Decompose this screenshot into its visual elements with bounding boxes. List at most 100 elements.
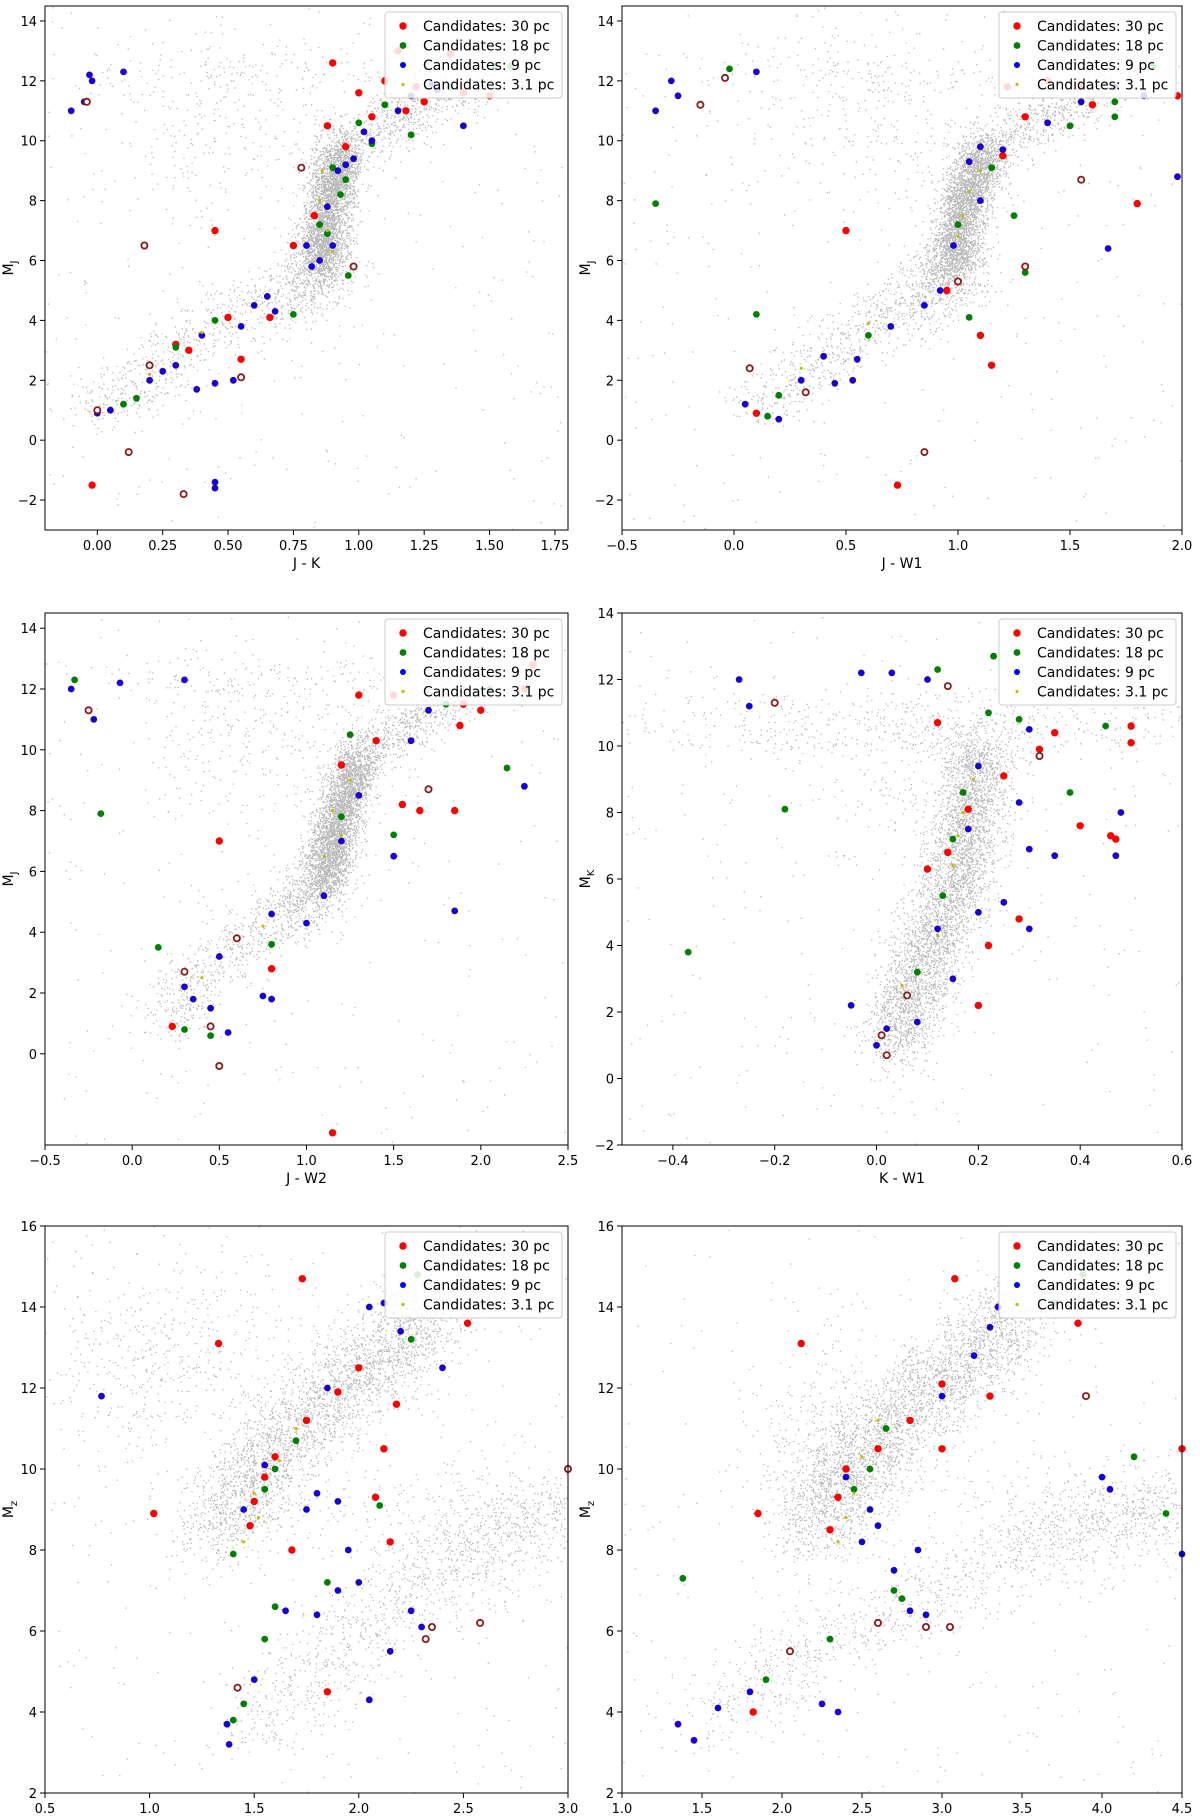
y-tick-label: 10	[597, 740, 614, 755]
highlighted-candidate-point	[903, 991, 912, 1000]
candidate-point	[342, 176, 350, 184]
candidate-point	[334, 1587, 342, 1594]
candidate-point	[1010, 212, 1018, 220]
x-tick-label: 1.5	[692, 1802, 713, 1816]
series-1	[749, 1275, 1186, 1716]
legend-marker	[401, 82, 405, 87]
candidate-point	[906, 1416, 914, 1425]
candidate-point	[913, 968, 921, 976]
candidate-point	[329, 242, 337, 249]
candidate-point	[277, 1459, 281, 1463]
candidate-point	[921, 301, 928, 309]
y-axis-label: MJ	[1, 871, 20, 886]
candidate-point	[883, 1025, 891, 1032]
x-tick-label: 0.75	[279, 539, 308, 554]
y-tick-label: 8	[606, 1544, 614, 1559]
candidate-point	[847, 1002, 855, 1009]
candidate-point	[964, 805, 972, 813]
candidate-point	[316, 221, 323, 229]
candidate-point	[873, 1041, 880, 1049]
x-tick-label: 1.25	[410, 539, 439, 554]
x-tick-label: 3.0	[558, 1802, 579, 1816]
candidate-point	[826, 1526, 834, 1534]
legend-marker	[1013, 42, 1021, 49]
candidate-point	[797, 1339, 805, 1348]
legend-box	[384, 618, 563, 706]
candidate-point	[1127, 739, 1135, 747]
legend-label: Candidates: 3.1 pc	[1037, 685, 1168, 701]
legend-label: Candidates: 3.1 pc	[1037, 1298, 1168, 1314]
candidate-point	[667, 77, 675, 85]
y-tick-label: 6	[606, 1625, 614, 1640]
candidate-point	[313, 1611, 321, 1619]
candidate-point	[322, 854, 326, 858]
candidate-point	[954, 221, 962, 229]
legend-label: Candidates: 9 pc	[1037, 1278, 1155, 1294]
candidate-point	[477, 706, 485, 714]
candidate-point	[831, 379, 839, 387]
candidate-point	[211, 317, 219, 324]
candidate-point	[985, 709, 992, 717]
candidate-point	[975, 762, 982, 770]
candidate-point	[964, 825, 972, 833]
series-1	[923, 719, 1135, 1010]
legend-label: Candidates: 18 pc	[423, 39, 550, 55]
candidate-point	[874, 1522, 882, 1530]
y-tick-label: 6	[29, 1625, 37, 1640]
candidate-point	[324, 230, 331, 238]
x-tick-label: 4.0	[1092, 1802, 1113, 1816]
y-tick-label: 10	[20, 135, 37, 150]
candidate-point	[860, 1455, 864, 1459]
y-axis-label: MJ	[578, 260, 597, 275]
candidate-point	[961, 810, 965, 815]
candidate-point	[1025, 845, 1033, 853]
candidate-point	[334, 1498, 342, 1505]
candidate-point	[350, 155, 358, 163]
legend-label: Candidates: 30 pc	[1037, 1239, 1164, 1255]
candidate-point	[229, 376, 237, 384]
candidate-point	[256, 1516, 260, 1520]
candidate-point	[1098, 1473, 1106, 1481]
candidate-point	[866, 1465, 874, 1473]
candidate-point	[313, 1489, 321, 1497]
candidate-point	[797, 376, 805, 384]
candidate-point	[323, 203, 331, 211]
background-star-population	[622, 7, 1182, 529]
candidate-point	[820, 352, 827, 360]
candidate-point	[355, 792, 363, 799]
candidate-point	[320, 892, 328, 900]
legend: Candidates: 30 pc Candidates: 18 pc Candid…	[384, 11, 563, 99]
series-3	[674, 1303, 1186, 1744]
candidate-point	[193, 385, 201, 393]
candidate-point	[762, 1676, 770, 1683]
legend-box	[998, 618, 1177, 706]
axes-frame	[44, 1225, 569, 1794]
y-axis-label: MJ	[1, 260, 20, 275]
candidate-point	[960, 214, 965, 218]
candidate-point	[976, 331, 985, 340]
candidate-point	[154, 944, 162, 951]
highlighted-candidate-point	[1021, 262, 1030, 271]
x-tick-label: 0.5	[209, 1154, 230, 1169]
x-tick-label: 2.5	[558, 1154, 579, 1169]
candidate-point	[268, 995, 276, 1003]
candidate-point	[898, 1595, 906, 1602]
candidate-point	[999, 152, 1007, 160]
candidate-point	[386, 1538, 394, 1546]
x-tick-label: 0.25	[148, 539, 177, 554]
y-tick-label: 8	[29, 805, 37, 820]
candidate-point	[159, 367, 167, 375]
candidate-point	[185, 346, 193, 354]
chart-panel-5: 0.51.01.52.02.53.0246810121416z - JMzCan…	[1, 1220, 578, 1816]
candidate-point	[971, 777, 975, 781]
y-axis-label: Mz	[1, 1501, 20, 1518]
candidate-point	[211, 484, 219, 492]
legend-marker	[400, 62, 406, 68]
candidate-point	[323, 1688, 332, 1696]
candidate-point	[290, 311, 297, 318]
candidate-point	[392, 1400, 401, 1408]
y-tick-label: 6	[29, 255, 37, 270]
candidate-point	[215, 953, 223, 960]
candidate-point	[906, 1607, 914, 1615]
legend-label: Candidates: 3.1 pc	[423, 78, 554, 94]
